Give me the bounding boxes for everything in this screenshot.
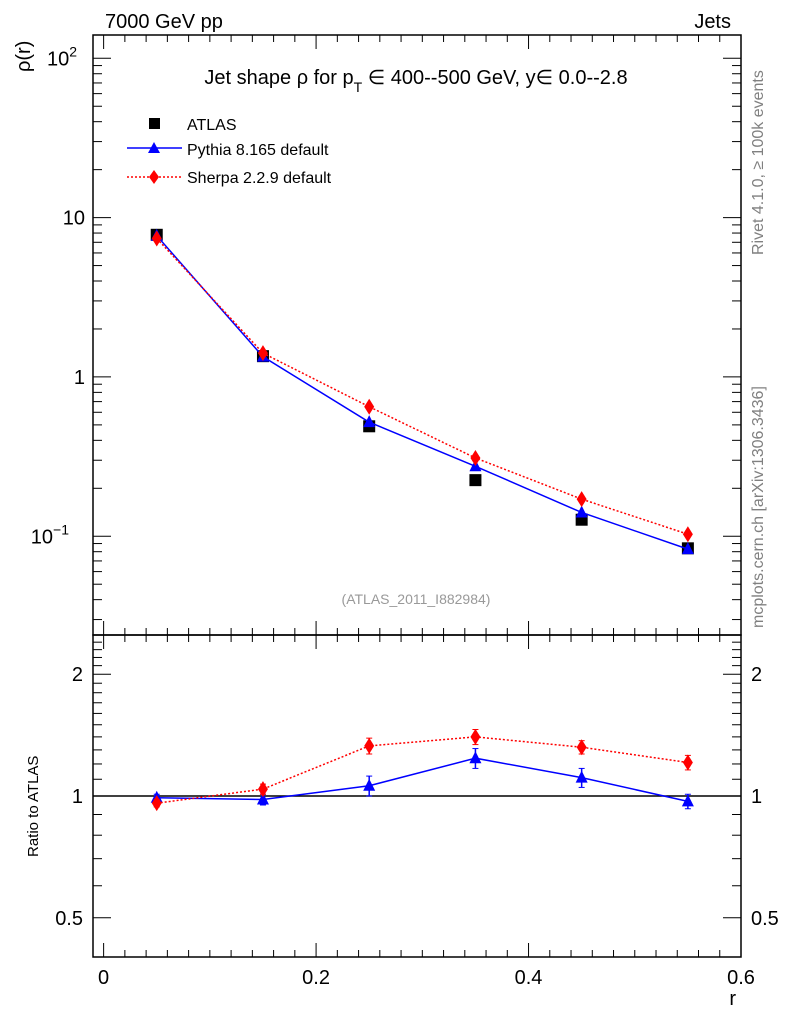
main-line-sherpa	[156, 237, 689, 535]
legend-sherpa-label: Sherpa 2.2.9 default	[187, 170, 332, 187]
ratio-y-tick-label-left: 1	[72, 786, 83, 808]
title-sub: T	[354, 79, 363, 95]
main-point-sherpa	[576, 491, 587, 508]
header-right: Jets	[694, 11, 731, 33]
legend: ATLAS Pythia 8.165 default Sherpa 2.2.9 …	[127, 117, 332, 187]
x-axis-label: r	[729, 988, 736, 1010]
ratio-point-sherpa	[470, 728, 481, 745]
main-y-tick-label: 10	[63, 208, 85, 230]
header-left: 7000 GeV pp	[105, 11, 223, 33]
main-point-sherpa	[470, 449, 481, 466]
y-axis-label-main: ρ(r)	[13, 41, 35, 72]
ratio-line-sherpa	[156, 736, 688, 804]
ratio-point-sherpa	[682, 754, 693, 771]
main-point-sherpa	[151, 230, 162, 247]
main-y-tick-label: 102	[47, 43, 77, 70]
ratio-point-sherpa	[364, 737, 375, 754]
x-tick-label: 0.6	[727, 967, 755, 989]
main-point-sherpa	[364, 398, 375, 415]
y-axis-label-ratio: Ratio to ATLAS	[25, 756, 42, 857]
main-point-pythia	[575, 505, 588, 518]
ratio-line-pythia	[156, 757, 689, 803]
ratio-y-tick-label-left: 2	[72, 664, 83, 686]
ratio-point-pythia	[575, 770, 588, 783]
ratio-y-tick-label-right: 0.5	[751, 908, 779, 930]
legend-pythia-marker	[148, 142, 160, 153]
main-title: Jet shape ρ for pT ∈ 400--500 GeV, y∈ 0.…	[204, 67, 627, 95]
ratio-point-pythia	[363, 778, 376, 791]
main-line-pythia	[156, 235, 689, 550]
main-point-pythia	[681, 542, 694, 555]
ratio-point-pythia	[256, 792, 269, 805]
ratio-y-tick-label-left: 0.5	[55, 908, 83, 930]
legend-sherpa-marker	[149, 170, 159, 184]
side-text-rivet: Rivet 4.1.0, ≥ 100k events	[750, 70, 767, 255]
main-point-pythia	[363, 415, 376, 428]
ratio-y-tick-label-right: 2	[751, 664, 762, 686]
title-part-b: ∈ 400--500 GeV, y∈ 0.0--2.8	[362, 67, 627, 89]
main-y-tick-label: 10−1	[31, 521, 69, 548]
legend-atlas-label: ATLAS	[187, 117, 237, 134]
ratio-point-pythia	[469, 751, 482, 764]
chart-marks: 0 0.2 0.4 0.6 102 10 1 10−1 0.5 0.5 1 1 2 2	[31, 34, 779, 989]
main-y-tick-label: 1	[74, 367, 85, 389]
legend-pythia-label: Pythia 8.165 default	[187, 142, 329, 159]
x-tick-label: 0.4	[515, 967, 543, 989]
x-tick-label: 0	[98, 967, 109, 989]
side-text-mcplots: mcplots.cern.ch [arXiv:1306.3436]	[750, 386, 767, 628]
ratio-point-sherpa	[257, 781, 268, 798]
ratio-point-sherpa	[151, 795, 162, 812]
legend-atlas-marker	[149, 118, 160, 129]
main-point-sherpa	[682, 526, 693, 543]
analysis-id: (ATLAS_2011_I882984)	[342, 591, 491, 607]
x-tick-label: 0.2	[302, 967, 330, 989]
main-point-sherpa	[257, 345, 268, 362]
ratio-point-pythia	[681, 794, 694, 807]
ratio-y-tick-label-right: 1	[751, 786, 762, 808]
title-part-a: Jet shape ρ for p	[204, 67, 353, 89]
main-point-atlas	[469, 474, 482, 487]
ratio-point-sherpa	[576, 739, 587, 756]
